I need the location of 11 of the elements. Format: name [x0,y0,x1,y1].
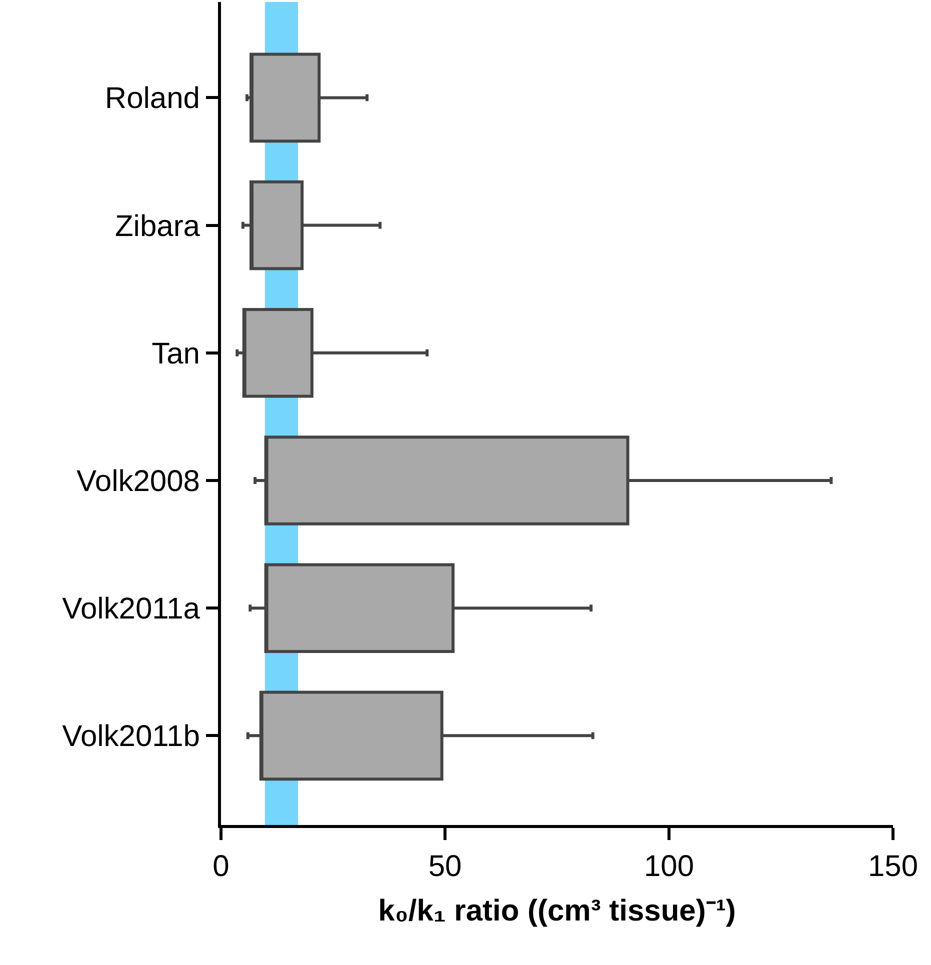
x-tick-label: 150 [868,850,918,883]
x-tick-label: 100 [644,850,694,883]
x-axis-title: k₀/k₁ ratio ((cm³ tissue)⁻¹) [378,894,736,928]
y-tick-label: Zibara [114,210,200,243]
y-tick-label: Volk2008 [76,464,200,498]
x-tick-label: 0 [212,850,230,883]
y-tick-label: Roland [104,82,200,116]
y-tick-label: Volk2011b [62,720,200,754]
y-tick-label: Tan [152,337,200,370]
x-tick-label: 50 [428,850,462,883]
y-tick-label: Volk2011a [62,592,200,626]
